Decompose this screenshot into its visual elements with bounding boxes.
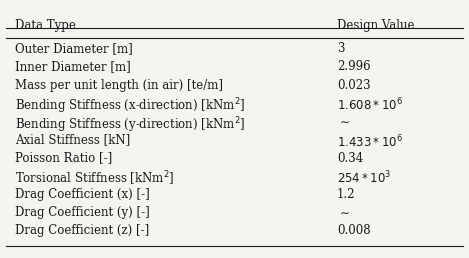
- Text: Poisson Ratio [-]: Poisson Ratio [-]: [15, 151, 113, 165]
- Text: Bending Stiffness (x-direction) [kNm$^2$]: Bending Stiffness (x-direction) [kNm$^2$…: [15, 97, 246, 116]
- Text: 1.2: 1.2: [337, 188, 356, 201]
- Text: $1.608 * 10^6$: $1.608 * 10^6$: [337, 97, 403, 114]
- Text: Outer Diameter [m]: Outer Diameter [m]: [15, 42, 133, 55]
- Text: Axial Stiffness [kN]: Axial Stiffness [kN]: [15, 133, 131, 146]
- Text: Drag Coefficient (y) [-]: Drag Coefficient (y) [-]: [15, 206, 150, 219]
- Text: 2.996: 2.996: [337, 60, 371, 74]
- Text: Drag Coefficient (x) [-]: Drag Coefficient (x) [-]: [15, 188, 150, 201]
- Text: Drag Coefficient (z) [-]: Drag Coefficient (z) [-]: [15, 224, 150, 237]
- Text: $254 * 10^3$: $254 * 10^3$: [337, 170, 392, 186]
- Text: 0.023: 0.023: [337, 79, 371, 92]
- Text: Design Value: Design Value: [337, 19, 415, 32]
- Text: Inner Diameter [m]: Inner Diameter [m]: [15, 60, 131, 74]
- Text: Data Type: Data Type: [15, 19, 76, 32]
- Text: Torsional Stiffness [kNm$^2$]: Torsional Stiffness [kNm$^2$]: [15, 170, 175, 188]
- Text: 3: 3: [337, 42, 345, 55]
- Text: $\sim$: $\sim$: [337, 206, 350, 219]
- Text: 0.008: 0.008: [337, 224, 371, 237]
- Text: 0.34: 0.34: [337, 151, 363, 165]
- Text: $\sim$: $\sim$: [337, 115, 350, 128]
- Text: Mass per unit length (in air) [te/m]: Mass per unit length (in air) [te/m]: [15, 79, 223, 92]
- Text: Bending Stiffness (y-direction) [kNm$^2$]: Bending Stiffness (y-direction) [kNm$^2$…: [15, 115, 246, 135]
- Text: $1.433 * 10^6$: $1.433 * 10^6$: [337, 133, 403, 150]
